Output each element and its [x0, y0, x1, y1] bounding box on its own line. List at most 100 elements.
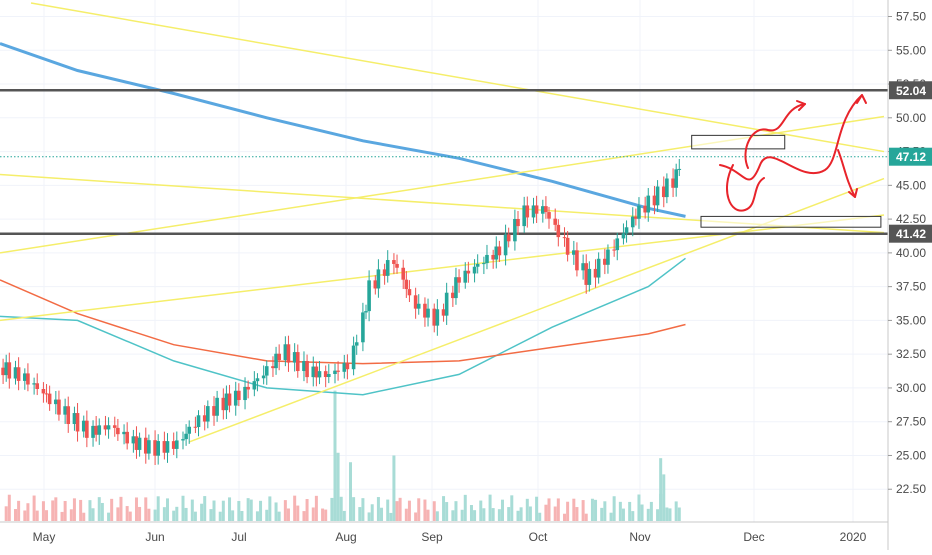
candle-body: [556, 224, 561, 238]
volume-bar: [249, 499, 253, 521]
candle-body: [286, 344, 291, 363]
candle-body: [175, 440, 179, 449]
candle-body: [646, 195, 651, 213]
volume-bar: [82, 512, 86, 521]
candle-body: [16, 367, 21, 381]
candle-body: [13, 367, 18, 379]
candle-body: [131, 436, 136, 444]
candle-body: [292, 352, 297, 363]
y-tick-label: 40.00: [896, 246, 926, 260]
candle-body: [44, 393, 49, 395]
candle-body: [593, 268, 598, 278]
candle-body: [323, 371, 328, 378]
candle-body: [311, 366, 316, 378]
candle-body: [497, 246, 502, 256]
volume-bar: [590, 498, 594, 521]
volume-bar: [407, 500, 411, 521]
volume-bar: [314, 495, 318, 521]
volume-bar: [525, 498, 529, 521]
candle-body: [32, 383, 36, 385]
candle-body: [541, 206, 545, 214]
candlesticks: [1, 159, 682, 465]
candle-body: [63, 406, 67, 415]
volume-bar: [125, 506, 129, 521]
candle-body: [187, 426, 192, 434]
volume-bar: [41, 501, 45, 521]
volume-bar: [54, 497, 58, 521]
x-tick-label: May: [33, 530, 56, 544]
volume-bar: [128, 511, 132, 521]
x-tick-label: Aug: [335, 530, 356, 544]
grid: [0, 0, 888, 522]
candle-body: [655, 186, 660, 206]
volume-bar: [594, 499, 598, 521]
x-tick-label: Dec: [743, 530, 764, 544]
target-zones: [691, 134, 882, 228]
volume-bar: [628, 501, 632, 521]
volume-bar: [659, 458, 663, 521]
volume-bar: [581, 500, 585, 521]
y-tick-label: 35.00: [896, 313, 926, 327]
volume-bar: [274, 502, 278, 521]
candle-body: [317, 371, 322, 378]
volume-bar: [246, 498, 250, 521]
candle-body: [606, 249, 610, 265]
volume-bar: [45, 510, 49, 521]
candle-body: [603, 258, 607, 265]
y-tick-label: 30.00: [896, 381, 926, 395]
candle-body: [407, 289, 412, 296]
volume-bar: [79, 499, 83, 521]
candle-body: [553, 218, 558, 225]
y-tick-label: 37.50: [896, 280, 926, 294]
candle-body: [454, 277, 458, 299]
trendline: [30, 2, 885, 153]
volume-bar: [454, 501, 458, 521]
volume-bar: [17, 500, 21, 521]
candle-body: [630, 216, 635, 228]
candle-body: [283, 344, 288, 361]
volume-bar: [370, 504, 374, 521]
candle-body: [342, 362, 347, 372]
x-tick-label: Oct: [529, 530, 548, 544]
volume-bar: [656, 509, 660, 521]
candle-body: [581, 263, 585, 271]
candle-body: [243, 386, 247, 401]
y-tick-label: 50.00: [896, 111, 926, 125]
candle-body: [544, 206, 548, 213]
candle-body: [531, 205, 536, 218]
volume-bar: [240, 510, 244, 521]
projection-arrow: [744, 103, 806, 169]
candle-body: [314, 366, 319, 378]
projection-arrow: [719, 94, 863, 181]
candle-body: [1, 367, 5, 376]
candle-body: [26, 373, 30, 385]
volume-bar: [296, 505, 300, 521]
volume-bar: [218, 511, 222, 521]
volume-bar: [665, 507, 669, 521]
volume-bar: [556, 498, 560, 521]
y-tick-label: 22.50: [896, 482, 926, 496]
volume-bar: [361, 498, 365, 521]
candle-body: [525, 205, 530, 218]
volume-bar: [110, 498, 114, 521]
candle-body: [575, 250, 579, 271]
volume-bar: [91, 508, 95, 521]
volume-bar: [184, 507, 188, 521]
candle-body: [255, 378, 260, 382]
volume-bar: [100, 502, 104, 521]
volume-bar: [237, 500, 241, 521]
volume-bar: [172, 510, 176, 521]
volume-bars: [4, 390, 681, 521]
candle-body: [652, 195, 657, 206]
candle-body: [385, 260, 390, 276]
candle-body: [522, 205, 526, 227]
moving-average-line: [0, 279, 686, 365]
candle-body: [451, 292, 455, 299]
volume-bar: [674, 501, 678, 521]
candle-body: [305, 360, 309, 378]
volume-bar: [23, 510, 27, 521]
candle-body: [295, 352, 300, 372]
volume-bar: [4, 506, 8, 521]
